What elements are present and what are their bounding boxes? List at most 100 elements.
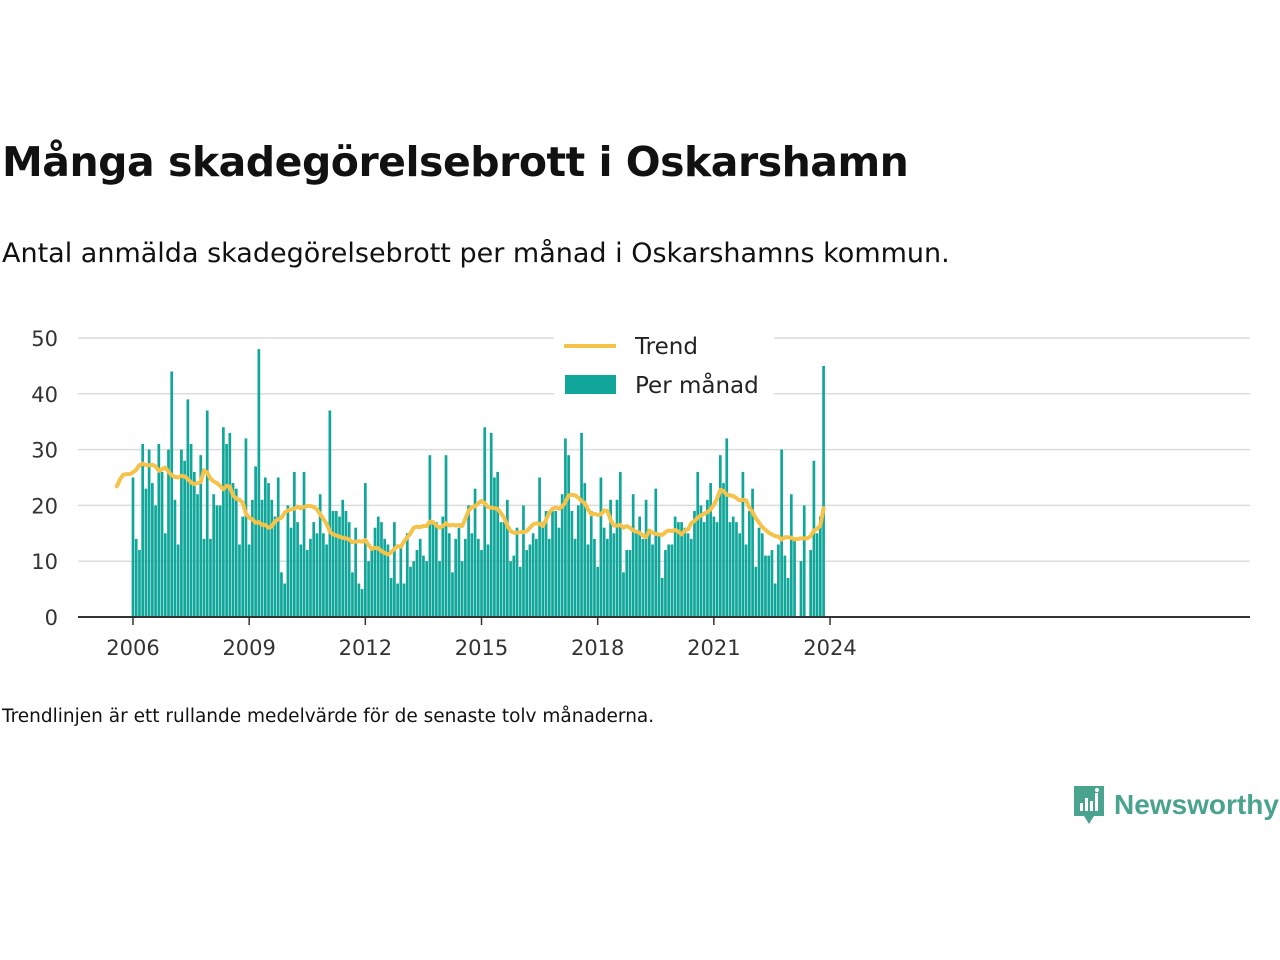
bar (134, 538, 138, 617)
bar (618, 471, 622, 617)
bar (767, 555, 771, 617)
bar (499, 522, 503, 617)
bar (370, 550, 374, 617)
y-tick-label: 0 (45, 606, 58, 630)
bar (467, 505, 470, 617)
bar (276, 477, 280, 617)
bar (489, 432, 493, 617)
bar (486, 544, 490, 617)
bar (547, 538, 551, 617)
bar (706, 499, 709, 617)
bar (622, 572, 625, 617)
bar (289, 527, 293, 617)
bar (415, 550, 419, 617)
bar (254, 466, 257, 617)
bar (286, 505, 290, 617)
bar (380, 522, 383, 617)
bar (505, 499, 509, 617)
bar (686, 533, 690, 617)
bar (367, 561, 370, 617)
chart: 0 10 20 30 40 50 2006 2009 2012 2015 2018 2021 2024… (31, 327, 1250, 660)
bar (783, 555, 787, 617)
bar (551, 510, 554, 617)
x-tick-label: 2015 (455, 636, 508, 660)
bar (654, 488, 658, 617)
bar (596, 566, 600, 617)
bar (434, 522, 438, 617)
bar (325, 544, 328, 617)
bar (770, 550, 774, 617)
bar (167, 449, 170, 617)
bar (635, 533, 638, 617)
bar (689, 538, 693, 617)
bar (731, 516, 735, 617)
bar (560, 494, 564, 617)
bar (322, 533, 325, 617)
bar (296, 522, 299, 617)
bar (441, 516, 445, 617)
y-tick-label: 10 (31, 550, 58, 574)
bar (518, 566, 522, 617)
bar (606, 538, 609, 617)
bar (383, 538, 387, 617)
bar (680, 522, 683, 617)
bar (802, 505, 806, 617)
bar (557, 527, 561, 617)
bar (809, 550, 813, 617)
bar (793, 538, 796, 617)
bar (257, 349, 261, 617)
bar (157, 444, 161, 617)
bar (438, 561, 441, 617)
bar (515, 527, 519, 617)
legend-trend-label: Trend (634, 334, 698, 360)
bar (657, 533, 661, 617)
bar (396, 583, 399, 617)
bar (176, 544, 180, 617)
bar (735, 522, 738, 617)
bar (444, 455, 448, 617)
bar (389, 577, 393, 617)
chart-subtitle: Antal anmälda skadegörelsebrott per måna… (2, 238, 950, 269)
chart-legend: Trend Per månad (554, 328, 774, 420)
bar (228, 432, 232, 617)
bar (664, 550, 667, 617)
bar (757, 527, 761, 617)
bar (748, 510, 751, 617)
bar (251, 499, 254, 617)
bar (189, 444, 193, 617)
bar (260, 499, 264, 617)
bar (244, 438, 248, 617)
bar (476, 538, 480, 617)
bar (615, 499, 619, 617)
bar (196, 494, 199, 617)
bar (160, 471, 164, 617)
legend-background (554, 328, 774, 420)
bar (141, 444, 145, 617)
bar (815, 533, 819, 617)
bar (454, 538, 458, 617)
bar (573, 538, 577, 617)
bar (725, 438, 729, 617)
bar (451, 572, 454, 617)
bar (599, 477, 603, 617)
bar (183, 460, 186, 617)
bar (280, 572, 283, 617)
bar (428, 455, 432, 617)
bar (447, 533, 451, 617)
y-tick-label: 50 (31, 327, 58, 351)
bar (347, 522, 351, 617)
bar (357, 583, 361, 617)
bar (773, 583, 777, 617)
bar (580, 432, 583, 617)
bar (812, 460, 816, 617)
bar (192, 471, 196, 617)
bar (702, 522, 706, 617)
bar (386, 544, 390, 617)
bar (751, 488, 754, 617)
bar (173, 499, 177, 617)
bar (728, 522, 732, 617)
bar (315, 533, 319, 617)
bar (273, 516, 277, 617)
bar (331, 510, 335, 617)
bar (777, 544, 780, 617)
